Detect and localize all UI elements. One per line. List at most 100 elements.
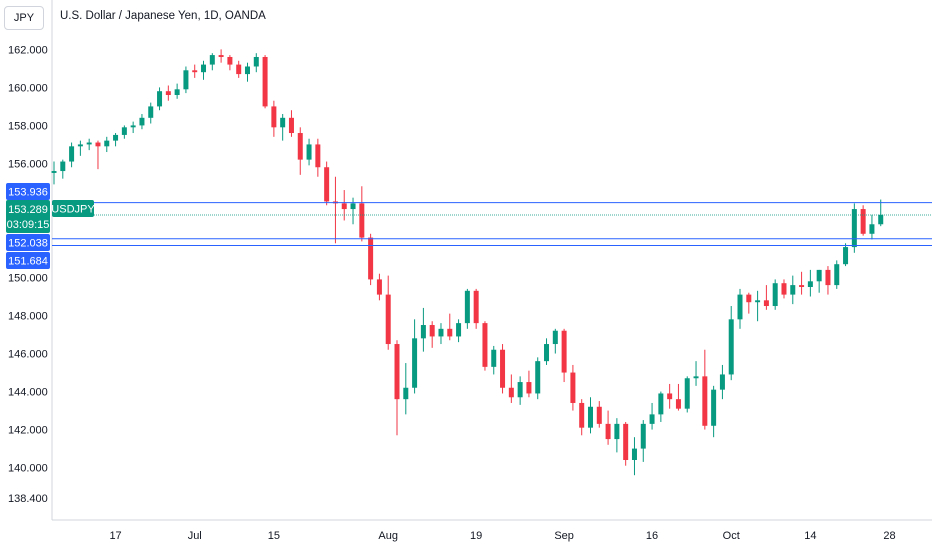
candle[interactable]	[262, 55, 268, 109]
candle[interactable]	[667, 383, 673, 409]
candle[interactable]	[482, 321, 488, 371]
candle[interactable]	[447, 313, 453, 341]
candle[interactable]	[376, 273, 382, 301]
y-tick-label: 140.000	[8, 463, 48, 475]
candle[interactable]	[341, 190, 347, 221]
candle[interactable]	[631, 437, 637, 476]
candle[interactable]	[526, 370, 532, 398]
candle[interactable]	[851, 203, 857, 253]
candle[interactable]	[280, 114, 286, 141]
candle[interactable]	[60, 159, 66, 179]
candle[interactable]	[306, 138, 312, 166]
candle[interactable]	[561, 328, 567, 383]
candle[interactable]	[121, 125, 127, 139]
candle[interactable]	[394, 340, 400, 436]
candle[interactable]	[350, 197, 356, 225]
candle[interactable]	[702, 349, 708, 430]
candle-body	[306, 144, 312, 160]
candle[interactable]	[869, 214, 875, 240]
candle[interactable]	[69, 142, 75, 168]
candle[interactable]	[535, 357, 541, 400]
candle[interactable]	[579, 399, 585, 436]
candle[interactable]	[113, 133, 119, 147]
candle[interactable]	[385, 275, 391, 350]
candle[interactable]	[834, 260, 840, 289]
candle[interactable]	[130, 121, 136, 134]
candle[interactable]	[288, 110, 294, 137]
candle[interactable]	[104, 136, 110, 153]
candle[interactable]	[772, 279, 778, 310]
candle[interactable]	[711, 385, 717, 438]
candle[interactable]	[728, 306, 734, 381]
candle[interactable]	[420, 307, 426, 352]
candle[interactable]	[368, 233, 374, 286]
candle[interactable]	[552, 328, 558, 354]
candle[interactable]	[491, 345, 497, 375]
candle[interactable]	[236, 60, 242, 78]
candle[interactable]	[500, 344, 506, 394]
candle[interactable]	[315, 138, 321, 177]
candle[interactable]	[227, 55, 233, 71]
candle[interactable]	[640, 420, 646, 462]
candle[interactable]	[825, 266, 831, 295]
currency-badge[interactable]: JPY	[4, 6, 44, 30]
candle[interactable]	[658, 391, 664, 422]
candle[interactable]	[719, 364, 725, 400]
candle[interactable]	[878, 199, 884, 227]
candle[interactable]	[412, 319, 418, 394]
candle[interactable]	[201, 60, 207, 80]
candle[interactable]	[359, 186, 365, 242]
candle[interactable]	[843, 243, 849, 267]
candle-body	[447, 328, 453, 337]
candle[interactable]	[649, 402, 655, 430]
candle[interactable]	[324, 161, 330, 206]
candle[interactable]	[790, 275, 796, 305]
candle[interactable]	[596, 401, 602, 428]
candle[interactable]	[157, 87, 163, 111]
candle[interactable]	[746, 292, 752, 314]
candle[interactable]	[148, 102, 154, 124]
candle[interactable]	[860, 205, 866, 236]
candle[interactable]	[781, 279, 787, 299]
candle[interactable]	[183, 66, 189, 94]
candle[interactable]	[623, 421, 629, 466]
candle[interactable]	[684, 376, 690, 413]
candle[interactable]	[86, 138, 92, 151]
candle[interactable]	[253, 53, 259, 73]
candle[interactable]	[464, 288, 470, 329]
candle[interactable]	[209, 53, 215, 71]
candle[interactable]	[473, 288, 479, 329]
candle[interactable]	[816, 269, 822, 293]
candle[interactable]	[95, 140, 101, 170]
candle[interactable]	[763, 285, 769, 310]
candle[interactable]	[675, 383, 681, 411]
candle[interactable]	[244, 62, 250, 82]
candle[interactable]	[693, 361, 699, 386]
candle[interactable]	[77, 140, 83, 156]
candle[interactable]	[403, 363, 409, 415]
candle[interactable]	[332, 176, 338, 244]
candle[interactable]	[192, 64, 198, 78]
candle[interactable]	[51, 161, 57, 185]
candle[interactable]	[271, 100, 277, 137]
candle[interactable]	[297, 127, 303, 175]
candle[interactable]	[544, 338, 550, 365]
candle[interactable]	[139, 114, 145, 130]
candle[interactable]	[614, 418, 620, 453]
candle[interactable]	[605, 410, 611, 445]
candle[interactable]	[517, 376, 523, 405]
candle[interactable]	[165, 85, 171, 101]
candle[interactable]	[218, 49, 224, 63]
candle[interactable]	[587, 397, 593, 434]
candle[interactable]	[438, 323, 444, 345]
candle[interactable]	[508, 374, 514, 403]
candle[interactable]	[174, 83, 180, 99]
candle[interactable]	[755, 290, 761, 322]
candle[interactable]	[456, 319, 462, 343]
candle[interactable]	[799, 271, 805, 295]
candle[interactable]	[807, 269, 813, 297]
candle[interactable]	[570, 364, 576, 411]
candle[interactable]	[737, 288, 743, 329]
candle[interactable]	[429, 321, 435, 348]
